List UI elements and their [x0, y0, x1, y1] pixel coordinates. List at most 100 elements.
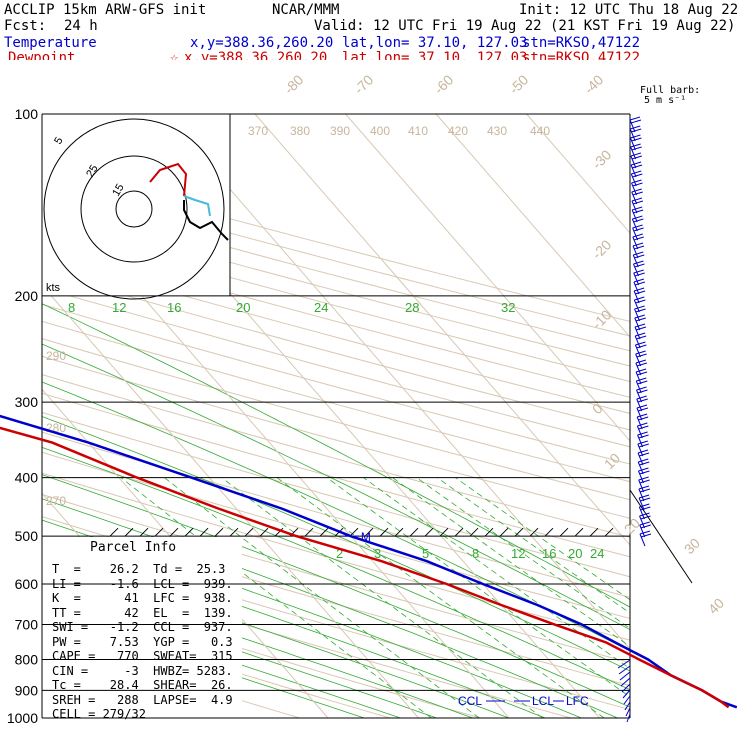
- theta-label: 400: [370, 124, 390, 138]
- tick-mark: [439, 527, 449, 537]
- wind-barb-flag: [635, 332, 646, 337]
- moist-adiabat: [0, 459, 654, 719]
- wind-barb-staff: [635, 371, 642, 385]
- dry-adiabat: [0, 325, 740, 529]
- dry-adiabat: [0, 243, 740, 442]
- pressure-label-600: 600: [15, 576, 39, 592]
- wind-barb-staff: [632, 236, 639, 250]
- wind-barb-staff: [632, 227, 639, 241]
- wind-barb-staff: [633, 290, 640, 304]
- temperature-latlon: lat,lon= 37.10, 127.03: [342, 35, 528, 51]
- pressure-label-300: 300: [15, 394, 39, 410]
- wind-barb-flag: [630, 143, 641, 148]
- wind-barb-staff: [635, 353, 642, 367]
- wind-barb-staff: [631, 218, 638, 232]
- theta-label: 290: [46, 349, 66, 363]
- wind-barb-flag: [637, 422, 648, 427]
- wind-barb-flag: [630, 161, 642, 166]
- dry-adiabat: [0, 459, 740, 670]
- wind-barb-flag: [634, 281, 646, 286]
- mixing-ratio-label: 8: [472, 546, 479, 561]
- wind-barb-flag: [633, 287, 645, 292]
- mixing-ratio-label: 16: [542, 546, 556, 561]
- wind-barb-flag: [640, 506, 651, 511]
- wind-barb-flag: [631, 128, 642, 133]
- wind-barbs: [617, 116, 652, 723]
- wind-barb-flag: [634, 263, 645, 268]
- wind-barb-staff: [633, 263, 639, 277]
- wind-barb-flag: [633, 260, 644, 265]
- tick-mark: [409, 527, 419, 537]
- wind-barb-flag: [632, 242, 644, 247]
- wind-barb-flag: [634, 254, 645, 259]
- tick-mark: [364, 527, 374, 537]
- wind-barb-flag: [632, 224, 643, 229]
- wind-barb-flag: [633, 227, 644, 232]
- wind-barb-flag: [638, 458, 649, 463]
- wind-barb-flag: [631, 164, 643, 169]
- mixing-ratio-label: 24: [590, 546, 604, 561]
- mixing-ratio-label: 28: [405, 300, 419, 315]
- dry-adiabat: [0, 418, 740, 627]
- wind-barb-flag: [634, 314, 645, 319]
- wind-barb-flag: [639, 470, 650, 475]
- wind-barb-staff: [625, 707, 631, 717]
- wind-barb-staff: [637, 461, 644, 475]
- moist-adiabat: [0, 585, 401, 719]
- tick-mark: [154, 527, 164, 537]
- parcel-info-row: SREH = 288 LAPSE= 4.9: [52, 692, 233, 707]
- hodograph-ring-label: 5: [52, 135, 65, 146]
- valid-time: Valid: 12 UTC Fri 19 Aug 22 (21 KST Fri …: [314, 18, 736, 34]
- parcel-info-row: K = 41 LFC = 938.: [52, 591, 233, 605]
- wind-barb-flag: [637, 413, 648, 418]
- parcel-info-row: TT = 42 EL = 139.: [52, 605, 233, 620]
- wind-barb-flag: [639, 530, 651, 535]
- theta-label: 410: [408, 124, 428, 138]
- wind-barb-staff: [636, 416, 643, 430]
- barb-key-line1: Full barb:: [640, 85, 701, 96]
- tick-mark: [244, 527, 254, 537]
- tick-mark: [499, 527, 509, 537]
- wind-barb-flag: [637, 380, 648, 385]
- wind-barb-flag: [629, 116, 641, 121]
- wind-barb-flag: [633, 245, 645, 250]
- wind-barb-flag: [635, 326, 647, 331]
- isotherm: [164, 113, 691, 719]
- hodograph-panel: [42, 114, 230, 296]
- wind-barb-flag: [633, 209, 644, 214]
- tick-mark: [199, 527, 209, 537]
- dry-adiabat: [0, 258, 740, 458]
- parcel-info-row: Tc = 28.4 SHEAR= 26.: [52, 678, 233, 692]
- wind-barb-flag: [636, 362, 647, 367]
- wind-barb-flag: [631, 197, 643, 202]
- theta-label: 420: [448, 124, 468, 138]
- wind-barb-staff: [633, 299, 640, 313]
- tick-mark: [559, 527, 569, 537]
- tick-mark: [139, 527, 149, 537]
- wind-barb-flag: [637, 431, 648, 436]
- wind-barb-staff: [633, 272, 640, 286]
- wind-barb-staff: [619, 671, 631, 681]
- theta-label: 270: [46, 494, 66, 508]
- wind-barb-staff: [637, 470, 644, 484]
- wind-barb-flag: [639, 497, 651, 502]
- wind-barb-flag: [639, 461, 650, 466]
- isotherm: [345, 113, 740, 569]
- parcel-info-title: Parcel Info: [90, 540, 177, 555]
- dry-adiabat: [0, 275, 740, 475]
- wind-barb-flag: [635, 308, 646, 313]
- wind-barb-flag: [635, 350, 646, 355]
- wind-barb-flag: [633, 278, 645, 283]
- wind-barb-staff: [634, 308, 641, 322]
- wind-barb-flag: [638, 443, 649, 448]
- tick-mark: [319, 527, 329, 537]
- wind-barb-flag: [632, 182, 643, 187]
- level-marker-m: M: [361, 530, 371, 544]
- tick-mark: [109, 527, 119, 537]
- theta-label: 440: [530, 124, 550, 138]
- level-marker-lcl: LCL: [532, 694, 554, 708]
- center-label: NCAR/MMM: [272, 2, 340, 18]
- wind-barb-flag: [634, 296, 645, 301]
- wind-barb-flag: [630, 134, 641, 139]
- wind-barb-flag: [635, 299, 646, 304]
